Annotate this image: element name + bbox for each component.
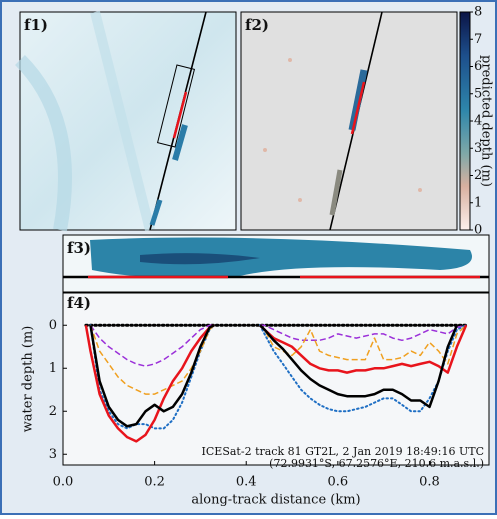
y-tick-label: 2 [49, 404, 57, 419]
panel-label: f1) [24, 16, 48, 34]
y-tick-label: 1 [49, 361, 57, 376]
panel-label: f2) [245, 16, 269, 34]
series-line [89, 324, 467, 395]
panel-f2-image [240, 11, 458, 231]
x-tick-label: 0.8 [419, 475, 440, 490]
series-line [89, 324, 468, 430]
colorbar-tick-label: 2 [474, 168, 482, 183]
x-tick-label: 0.6 [327, 475, 348, 490]
colorbar-tick-label: 4 [474, 114, 482, 129]
y-tick-label: 0 [49, 318, 57, 333]
colorbar-tick-label: 6 [474, 59, 482, 74]
colorbar-tick-label: 5 [474, 86, 482, 101]
colorbar-tick-label: 0 [474, 223, 482, 238]
x-tick-label: 0.0 [53, 475, 74, 490]
x-tick-label: 0.2 [144, 475, 165, 490]
x-tick-label: 0.4 [236, 475, 257, 490]
colorbar [459, 11, 471, 231]
series-line [89, 324, 467, 367]
plot-area [62, 292, 490, 466]
panel-f3-image [62, 234, 490, 293]
x-axis-label: along-track distance (km) [191, 493, 360, 508]
series-line [84, 324, 468, 443]
y-axis-label: water depth (m) [21, 326, 36, 433]
colorbar-label: predicted depth (m) [479, 55, 494, 187]
annotation: (72.9931°S, 67.2576°E, 210.6 m.a.s.l.) [269, 457, 484, 470]
annotation: ICESat-2 track 81 GT2L, 2 Jan 2019 18:49… [202, 445, 484, 458]
y-tick-label: 3 [49, 447, 57, 462]
panel-label: f4) [67, 294, 91, 312]
panel-label: f3) [67, 239, 91, 257]
colorbar-tick-label: 8 [474, 5, 482, 20]
panel-f1-image [14, 10, 237, 232]
colorbar-tick-label: 1 [474, 195, 482, 210]
series-line [89, 324, 459, 428]
colorbar-tick-label: 7 [474, 32, 482, 47]
colorbar-tick-label: 3 [474, 141, 482, 156]
